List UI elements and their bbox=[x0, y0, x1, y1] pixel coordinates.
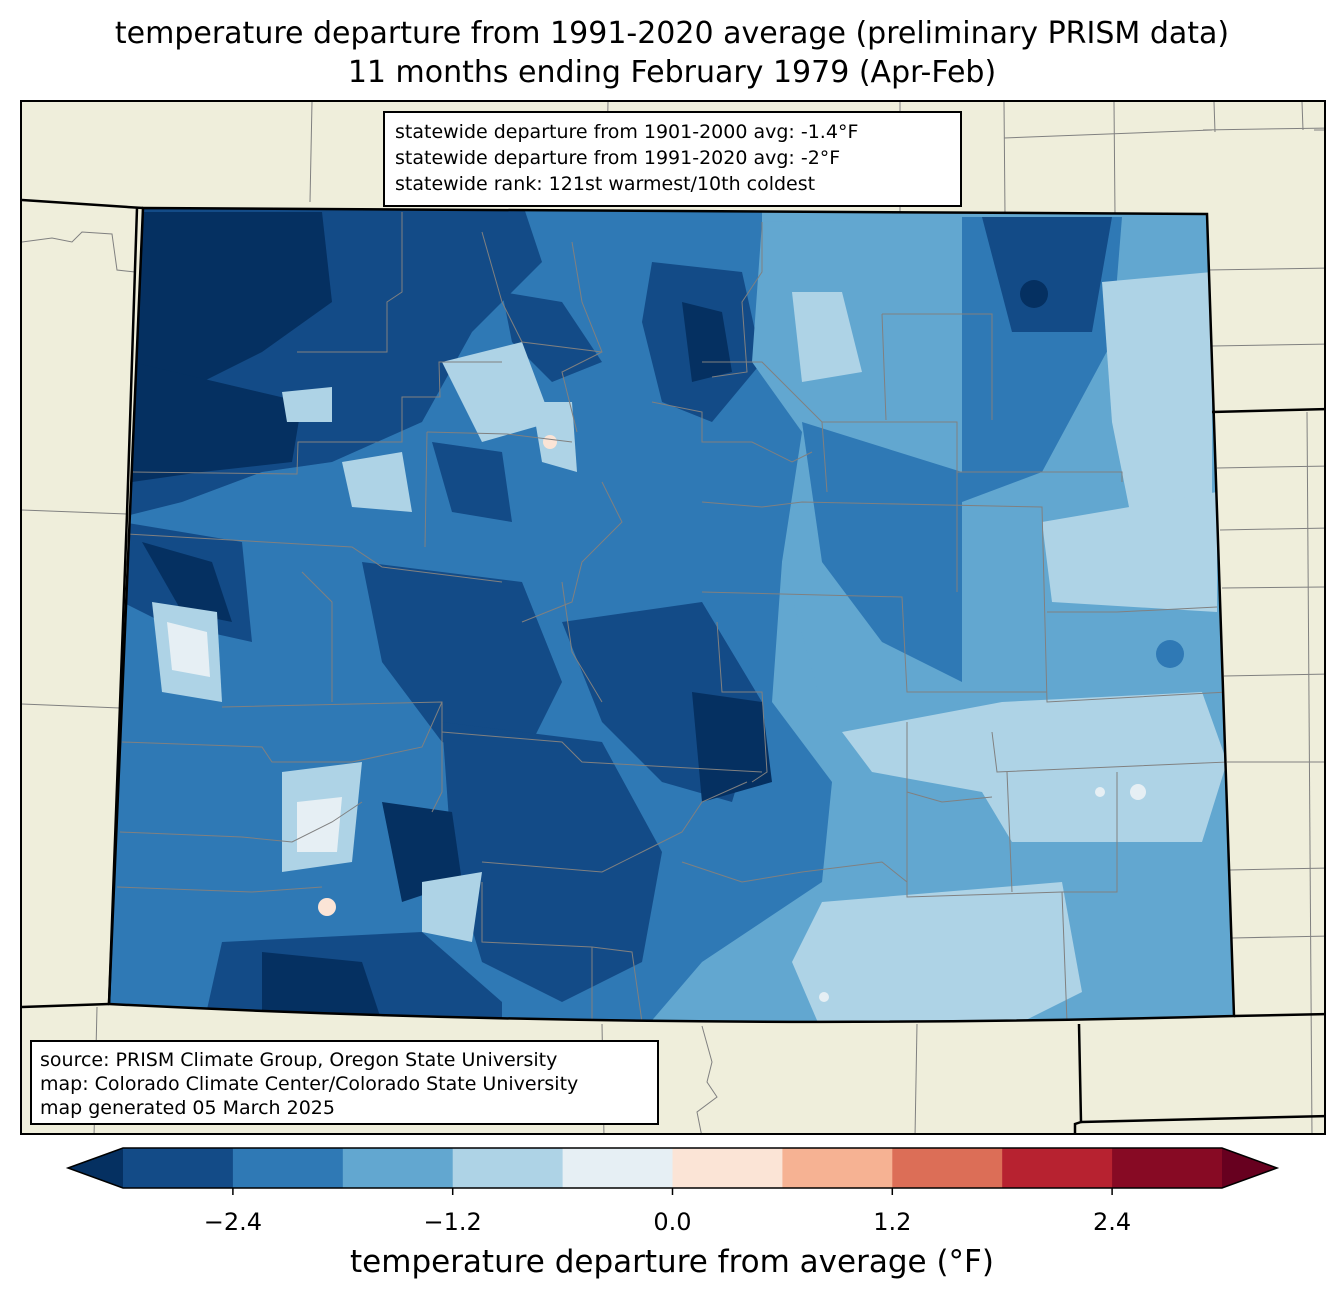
colorbar-segment bbox=[562, 1148, 673, 1188]
colorbar-segment bbox=[1112, 1148, 1223, 1188]
colorbar-label: temperature departure from average (°F) bbox=[350, 1244, 994, 1280]
colorbar-segment bbox=[1002, 1148, 1113, 1188]
stats-line-rank: statewide rank: 121st warmest/10th colde… bbox=[395, 173, 816, 195]
colorbar-segment bbox=[782, 1148, 893, 1188]
colorbar-ticks: −2.4 −1.2 0.0 1.2 2.4 bbox=[204, 1188, 1131, 1236]
map-title: temperature departure from 1991-2020 ave… bbox=[114, 16, 1230, 51]
colorbar-tick-label: −2.4 bbox=[204, 1208, 262, 1236]
colorbar-tick-label: 2.4 bbox=[1093, 1208, 1131, 1236]
colorbar-segment bbox=[342, 1148, 454, 1188]
colorbar-tick-label: 0.0 bbox=[653, 1208, 691, 1236]
temperature-field bbox=[109, 208, 1234, 1022]
colorado-map bbox=[22, 102, 1324, 1133]
generated-date-line: map generated 05 March 2025 bbox=[40, 1097, 335, 1119]
stats-line-1901-2000: statewide departure from 1901-2000 avg: … bbox=[395, 121, 859, 143]
source-credit-box: source: PRISM Climate Group, Oregon Stat… bbox=[30, 1040, 659, 1125]
map-credit-line: map: Colorado Climate Center/Colorado St… bbox=[40, 1073, 579, 1095]
map-frame bbox=[20, 100, 1326, 1135]
map-subtitle: 11 months ending February 1979 (Apr-Feb) bbox=[347, 55, 997, 90]
colorado-county-lines bbox=[116, 212, 1228, 1022]
colorbar-extend-low bbox=[68, 1148, 123, 1188]
colorbar-extend-high bbox=[1222, 1148, 1277, 1188]
statewide-stats-box: statewide departure from 1901-2000 avg: … bbox=[383, 111, 962, 207]
colorbar-tick-label: 1.2 bbox=[873, 1208, 911, 1236]
state-borders bbox=[22, 198, 1324, 1133]
colorbar-segments bbox=[65, 1147, 1280, 1189]
colorbar: −2.4 −1.2 0.0 1.2 2.4 bbox=[65, 1147, 1280, 1236]
stats-line-1991-2020: statewide departure from 1991-2020 avg: … bbox=[395, 147, 841, 169]
colorbar-segment bbox=[672, 1148, 783, 1188]
source-line: source: PRISM Climate Group, Oregon Stat… bbox=[40, 1049, 558, 1071]
colorbar-segment bbox=[892, 1148, 1003, 1188]
colorbar-segment bbox=[452, 1148, 564, 1188]
colorbar-segment bbox=[123, 1148, 234, 1188]
colorbar-outline bbox=[65, 1147, 1280, 1189]
colorbar-tick-label: −1.2 bbox=[424, 1208, 482, 1236]
colorbar-segment bbox=[232, 1148, 344, 1188]
